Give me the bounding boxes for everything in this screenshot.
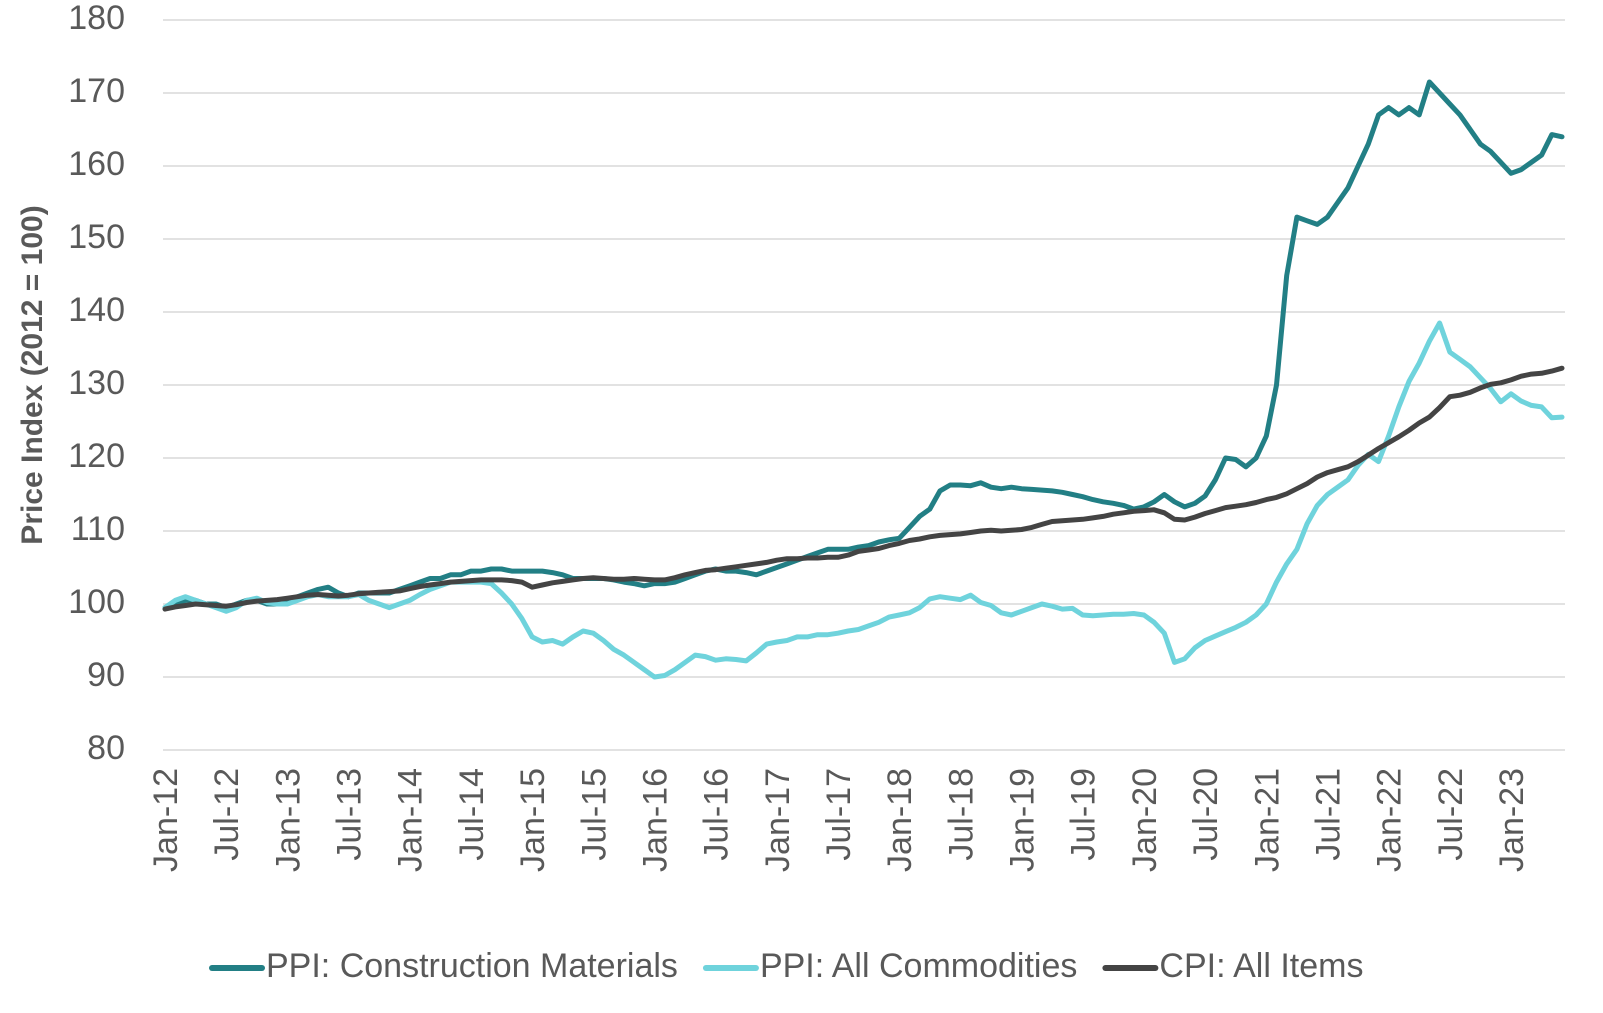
y-tick-label: 120 bbox=[68, 437, 125, 475]
y-tick-label: 160 bbox=[68, 145, 125, 183]
series-line bbox=[162, 365, 1565, 612]
series-line bbox=[162, 79, 1565, 611]
series-line bbox=[162, 320, 1565, 680]
y-tick-label: 130 bbox=[68, 364, 125, 402]
x-tick-label: Jul-22 bbox=[1432, 768, 1470, 861]
legend-label: PPI: Construction Materials bbox=[266, 947, 678, 985]
x-tick-label: Jan-14 bbox=[392, 768, 430, 872]
x-tick-label: Jul-21 bbox=[1309, 768, 1347, 861]
x-tick-label: Jan-17 bbox=[759, 768, 797, 872]
x-tick-label: Jul-19 bbox=[1065, 768, 1103, 861]
x-tick-label: Jan-12 bbox=[147, 768, 185, 872]
y-axis-label: Price Index (2012 = 100) bbox=[16, 205, 49, 544]
x-tick-label: Jul-16 bbox=[698, 768, 736, 861]
x-tick-label: Jan-22 bbox=[1371, 768, 1409, 872]
x-tick-label: Jan-18 bbox=[881, 768, 919, 872]
x-tick-label: Jan-16 bbox=[636, 768, 674, 872]
y-tick-label: 140 bbox=[68, 291, 125, 329]
legend-label: CPI: All Items bbox=[1159, 947, 1363, 985]
y-tick-label: 170 bbox=[68, 72, 125, 110]
x-tick-label: Jan-19 bbox=[1004, 768, 1042, 872]
y-tick-label: 80 bbox=[87, 729, 125, 767]
y-tick-label: 110 bbox=[71, 510, 125, 548]
x-tick-label: Jul-20 bbox=[1187, 768, 1225, 861]
x-tick-label: Jul-15 bbox=[575, 768, 613, 861]
x-tick-label: Jan-23 bbox=[1493, 768, 1531, 872]
x-tick-label: Jul-12 bbox=[208, 768, 246, 861]
y-tick-label: 100 bbox=[68, 583, 125, 621]
y-tick-label: 180 bbox=[68, 0, 125, 37]
x-tick-label: Jan-20 bbox=[1126, 768, 1164, 872]
x-tick-label: Jul-13 bbox=[331, 768, 369, 861]
x-tick-label: Jan-13 bbox=[269, 768, 307, 872]
x-tick-label: Jul-14 bbox=[453, 768, 491, 861]
y-tick-label: 150 bbox=[68, 218, 125, 256]
x-tick-label: Jul-17 bbox=[820, 768, 858, 861]
x-tick-label: Jan-21 bbox=[1248, 768, 1286, 872]
x-tick-label: Jul-18 bbox=[942, 768, 980, 861]
legend-label: PPI: All Commodities bbox=[760, 947, 1077, 985]
y-tick-label: 90 bbox=[87, 656, 125, 694]
x-tick-label: Jan-15 bbox=[514, 768, 552, 872]
